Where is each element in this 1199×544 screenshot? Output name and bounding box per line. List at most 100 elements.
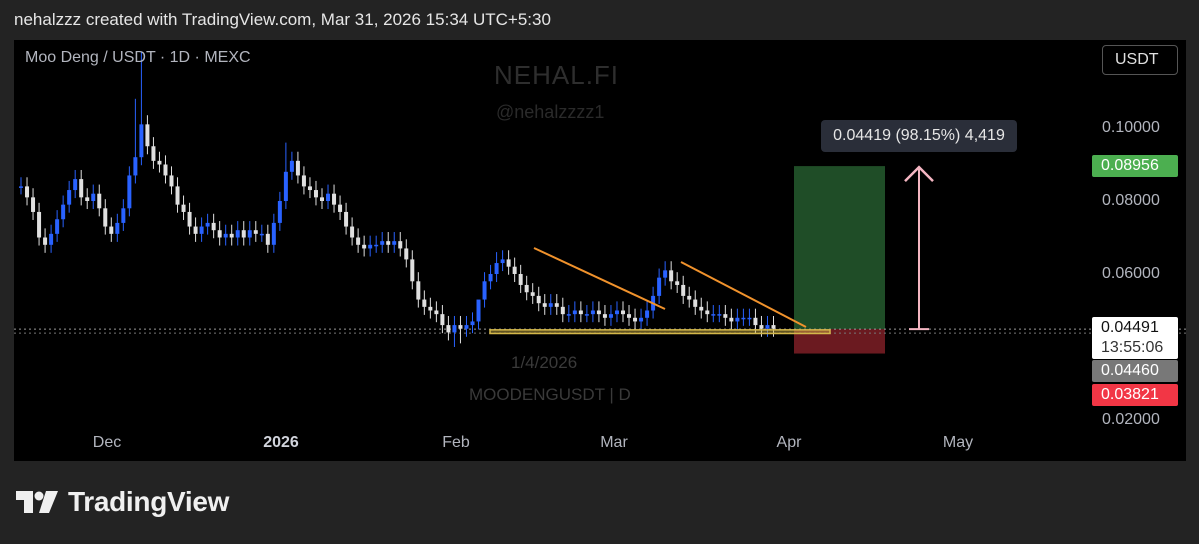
candle-body: [67, 190, 72, 205]
candle-body: [747, 317, 752, 320]
candle-body: [332, 193, 337, 205]
candle-body: [350, 226, 355, 238]
candle-body: [181, 204, 186, 212]
candle-body: [259, 233, 264, 236]
candle-body: [103, 208, 108, 227]
x-tick-2026: 2026: [263, 434, 299, 451]
candle-body: [145, 124, 150, 147]
candle-body: [711, 314, 716, 316]
candle-body: [506, 259, 511, 267]
candle-body: [199, 226, 204, 234]
candle-body: [416, 281, 421, 300]
support-price-tag: 0.04460: [1092, 360, 1178, 382]
candle-body: [621, 310, 625, 315]
watermark-handle: @nehalzzzz1: [496, 102, 605, 122]
candle-body: [163, 164, 168, 176]
candle-body: [271, 222, 276, 245]
tradingview-logo[interactable]: TradingView: [16, 486, 229, 518]
candle-body: [223, 233, 228, 238]
candle-body: [205, 222, 210, 227]
candle-body: [374, 244, 379, 247]
candle-body: [542, 303, 547, 307]
candle-body: [422, 299, 427, 307]
support-zone: [489, 329, 831, 335]
candle-body: [669, 270, 674, 282]
candle-body: [19, 186, 23, 188]
candle-body: [446, 325, 451, 333]
symbol-title[interactable]: Moo Deng / USDT · 1D · MEXC: [25, 49, 251, 66]
resistance-trendline-1: [533, 247, 666, 310]
candle-body: [705, 310, 710, 315]
watermark-ticker: MOODENGUSDT | D: [469, 385, 631, 404]
candle-body: [560, 306, 565, 315]
candle-body: [253, 230, 258, 234]
target-price-tag: 0.08956: [1092, 155, 1178, 177]
credit-header: nehalzzz created with TradingView.com, M…: [14, 10, 551, 29]
candle-body: [729, 317, 734, 322]
candle-body: [614, 310, 619, 315]
candle-body: [326, 193, 331, 201]
candle-body: [265, 233, 270, 245]
candle-body: [578, 310, 583, 315]
candle-body: [344, 211, 349, 227]
candle-body: [717, 314, 722, 316]
candle-body: [49, 233, 54, 245]
candle-body: [386, 241, 391, 245]
x-tick-dec: Dec: [92, 434, 122, 451]
candlestick-chart[interactable]: [14, 40, 1186, 461]
candle-body: [61, 204, 66, 220]
candle-body: [530, 292, 535, 296]
candle-body: [675, 281, 680, 285]
candle-body: [452, 325, 457, 333]
candle-body: [368, 244, 373, 249]
profit-zone: [794, 166, 885, 330]
candle-body: [572, 310, 577, 315]
candle-body: [524, 284, 529, 293]
candle-body: [548, 303, 553, 307]
candle-body: [458, 325, 463, 329]
candle-body: [301, 175, 306, 187]
candle-body: [338, 204, 343, 212]
candle-body: [681, 284, 686, 296]
candle-body: [699, 306, 704, 311]
chart-panel[interactable]: NEHAL.FI @nehalzzzz1 1/4/2026 MOODENGUSD…: [14, 40, 1186, 461]
candle-body: [313, 190, 318, 198]
y-tick-0.08000: 0.08000: [1102, 192, 1160, 209]
x-tick-apr: Apr: [776, 434, 802, 451]
candle-body: [25, 186, 30, 198]
candle-body: [494, 263, 499, 274]
candle-body: [169, 175, 174, 187]
candle-body: [482, 281, 487, 300]
candle-body: [584, 314, 589, 316]
candle-body: [362, 244, 367, 249]
candle-body: [602, 314, 607, 318]
candle-body: [277, 201, 282, 223]
candle-body: [229, 233, 234, 238]
y-tick-0.06000: 0.06000: [1102, 265, 1160, 282]
candle-body: [193, 226, 198, 234]
currency-button[interactable]: USDT: [1102, 45, 1178, 75]
current-price-tag: 0.04491 13:55:06: [1092, 317, 1178, 359]
x-tick-feb: Feb: [442, 434, 470, 451]
candle-body: [109, 226, 114, 234]
candle-body: [85, 197, 90, 201]
candle-body: [536, 295, 541, 304]
candle-body: [121, 208, 126, 223]
candle-body: [488, 274, 493, 282]
candle-body: [356, 237, 361, 245]
candle-body: [241, 230, 246, 238]
candle-body: [79, 179, 84, 198]
candle-body: [759, 325, 764, 329]
watermark-title: NEHAL.FI: [494, 60, 620, 90]
candle-countdown: 13:55:06: [1101, 339, 1164, 356]
candle-body: [97, 193, 102, 209]
candle-body: [55, 219, 60, 234]
resistance-trendline-2: [680, 261, 807, 328]
candle-body: [470, 321, 475, 326]
candle-body: [175, 186, 180, 205]
candle-body: [753, 317, 758, 326]
candle-body: [627, 314, 632, 318]
candle-body: [31, 197, 36, 212]
measure-tooltip: 0.04419 (98.15%) 4,419: [821, 120, 1017, 152]
candle-body: [295, 160, 300, 176]
